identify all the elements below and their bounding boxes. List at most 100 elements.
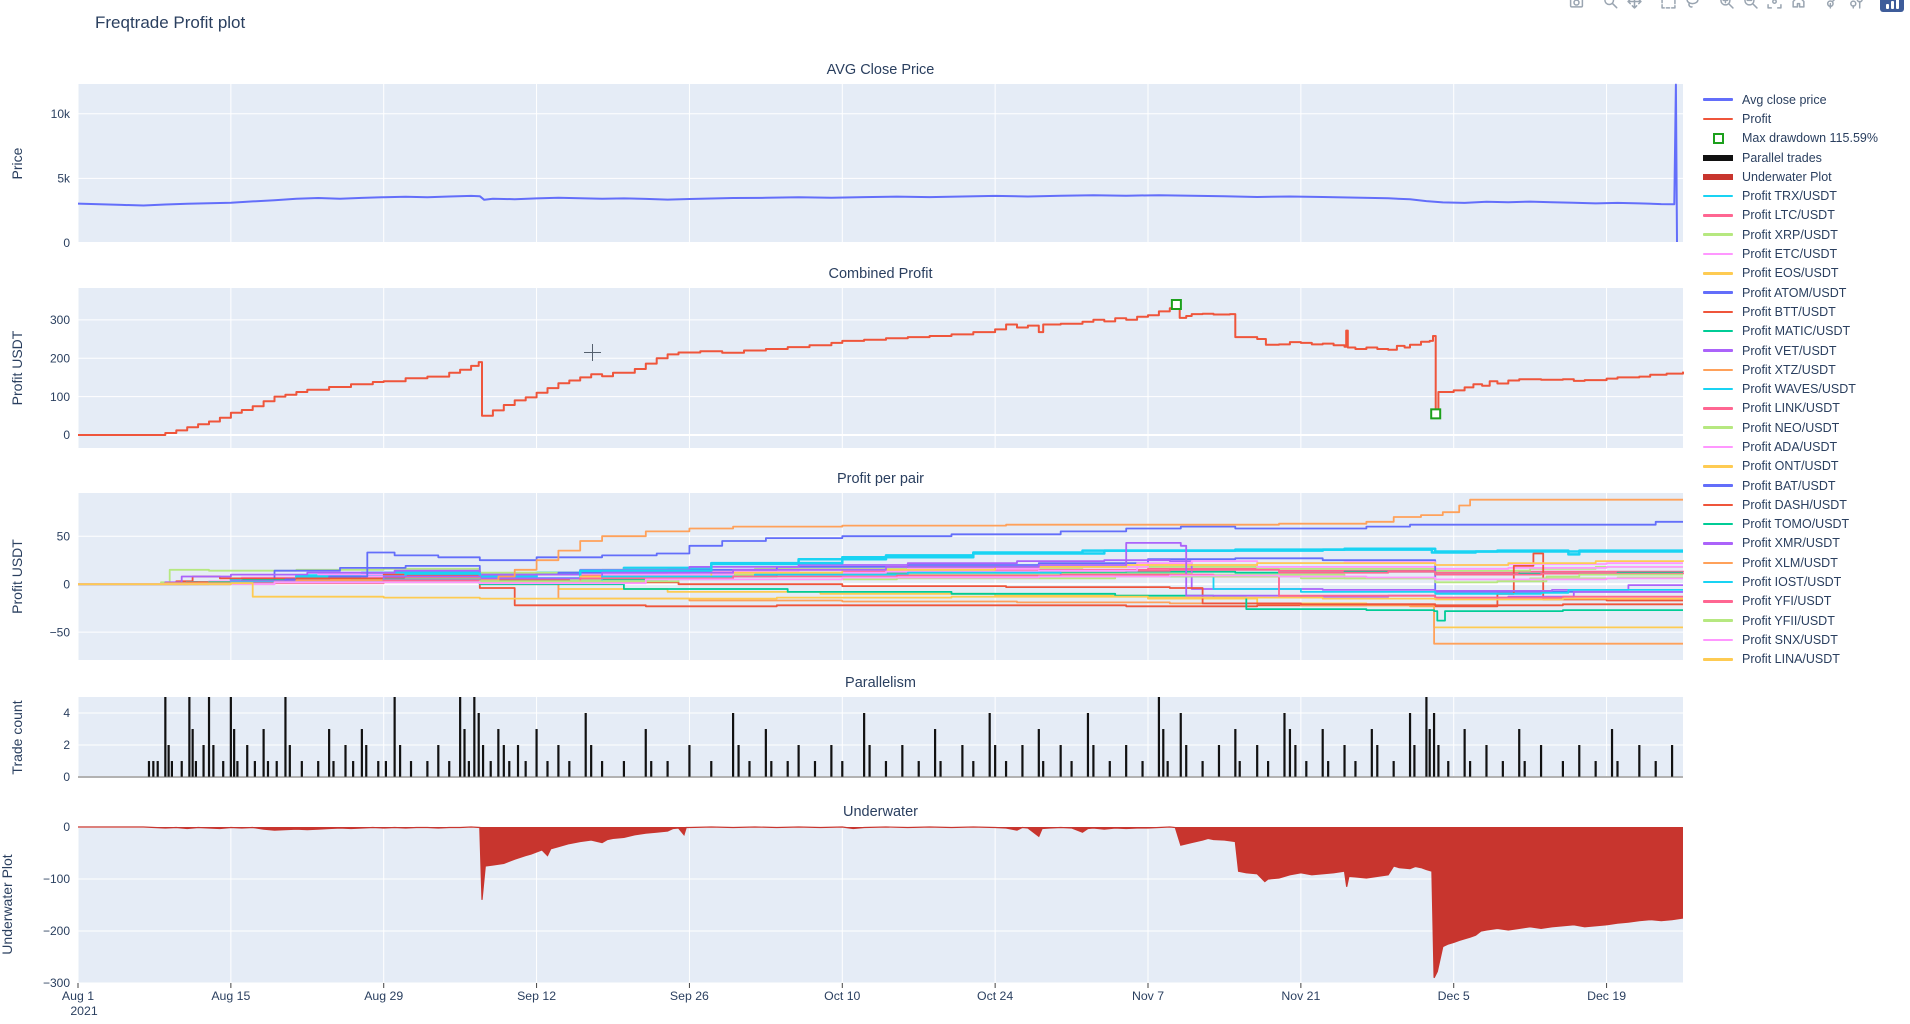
parallel-trades-bar (901, 745, 904, 778)
parallel-trades-bar (1428, 729, 1431, 778)
legend-item[interactable]: Profit TOMO/USDT (1703, 515, 1909, 534)
plot-background[interactable] (78, 288, 1683, 448)
parallel-trades-bar (710, 761, 713, 778)
parallel-trades-bar (1092, 745, 1095, 778)
zoom-in-icon[interactable] (1714, 0, 1738, 12)
legend-item[interactable]: Profit MATIC/USDT (1703, 322, 1909, 341)
plotly-modebar (1554, 0, 1904, 12)
legend-item[interactable]: Underwater Plot (1703, 167, 1909, 186)
reset-axes-icon[interactable] (1786, 0, 1810, 12)
parallel-trades-bar (1288, 729, 1292, 778)
subplot-combined-profit[interactable]: 0 100 200 300 Combined Profit Profit USDT (9, 266, 1684, 448)
plotly-logo-icon[interactable] (1880, 0, 1904, 12)
legend-item-label: Profit XTZ/USDT (1742, 362, 1836, 377)
legend-item-label: Profit MATIC/USDT (1742, 324, 1851, 339)
hover-closest-icon[interactable] (1820, 0, 1844, 12)
legend-item-label: Profit ONT/USDT (1742, 459, 1839, 474)
parallel-trades-bar (275, 761, 278, 778)
legend-item[interactable]: Profit NEO/USDT (1703, 418, 1909, 437)
parallel-trades-bar (868, 745, 871, 778)
legend-item[interactable]: Profit YFI/USDT (1703, 592, 1909, 611)
legend-item-label: Profit XRP/USDT (1742, 227, 1838, 242)
legend-item[interactable]: Profit ADA/USDT (1703, 437, 1909, 456)
camera-icon[interactable] (1564, 0, 1588, 12)
parallel-trades-bar (1294, 745, 1297, 778)
parallel-trades-bar (994, 745, 997, 778)
parallel-trades-bar (797, 745, 800, 778)
legend-item[interactable]: Profit EOS/USDT (1703, 264, 1909, 283)
legend-item[interactable]: Profit XLM/USDT (1703, 553, 1909, 572)
legend-item[interactable]: Profit XRP/USDT (1703, 225, 1909, 244)
legend-item[interactable]: Profit LINA/USDT (1703, 650, 1909, 669)
legend-item[interactable]: Profit YFII/USDT (1703, 611, 1909, 630)
parallel-trades-bar (212, 745, 215, 778)
parallel-trades-bar (1468, 761, 1472, 778)
parallel-trades-bar (473, 697, 476, 778)
parallel-trades-bar (1086, 713, 1090, 778)
parallel-trades-bar (737, 745, 740, 778)
svg-text:2021: 2021 (70, 1004, 98, 1018)
legend-line-swatch (1703, 214, 1733, 217)
parallel-trades-bar (622, 761, 626, 778)
legend-item[interactable]: Profit LINK/USDT (1703, 399, 1909, 418)
legend-item[interactable]: Profit XTZ/USDT (1703, 360, 1909, 379)
parallel-trades-bar (467, 761, 470, 778)
legend-item[interactable]: Profit WAVES/USDT (1703, 379, 1909, 398)
legend-item[interactable]: Profit BAT/USDT (1703, 476, 1909, 495)
legend-item-label: Underwater Plot (1742, 169, 1832, 184)
parallel-trades-bar (463, 729, 466, 778)
pan-icon[interactable] (1622, 0, 1646, 12)
legend-item[interactable]: Profit BTT/USDT (1703, 302, 1909, 321)
parallel-trades-bar (1201, 761, 1204, 778)
parallel-trades-bar (164, 697, 167, 778)
legend-item[interactable]: Profit ATOM/USDT (1703, 283, 1909, 302)
subplot-underwater[interactable]: 0 −100 −200 −300 Underwater Underwater Plot (0, 804, 1684, 990)
subplot-parallelism[interactable]: 0 2 4 Parallelism Trade count (9, 675, 1683, 784)
svg-text:Aug 1: Aug 1 (62, 989, 94, 1003)
box-select-icon[interactable] (1656, 0, 1680, 12)
modebar-group (1656, 0, 1704, 12)
parallel-trades-bar (1413, 745, 1416, 778)
legend-item[interactable]: Profit DASH/USDT (1703, 495, 1909, 514)
parallel-trades-bar (688, 745, 691, 778)
legend-item[interactable]: Max drawdown 115.59% (1703, 129, 1909, 148)
legend-item[interactable]: Profit (1703, 109, 1909, 128)
modebar-group (1564, 0, 1588, 12)
legend-item[interactable]: Profit TRX/USDT (1703, 186, 1909, 205)
legend-item[interactable]: Avg close price (1703, 90, 1909, 109)
legend-item[interactable]: Profit LTC/USDT (1703, 206, 1909, 225)
plot-background[interactable] (78, 84, 1683, 243)
parallel-trades-bar (477, 713, 480, 778)
autoscale-icon[interactable] (1762, 0, 1786, 12)
legend-item[interactable]: Profit ONT/USDT (1703, 457, 1909, 476)
hover-compare-icon[interactable] (1844, 0, 1868, 12)
svg-text:4: 4 (63, 706, 70, 720)
svg-text:Combined Profit: Combined Profit (829, 266, 933, 282)
parallel-trades-bar (1432, 713, 1436, 778)
legend-item[interactable]: Parallel trades (1703, 148, 1909, 167)
zoom-out-icon[interactable] (1738, 0, 1762, 12)
parallel-trades-bar (502, 745, 505, 778)
parallel-trades-bar (1256, 745, 1259, 778)
legend-item[interactable]: Profit XMR/USDT (1703, 534, 1909, 553)
svg-text:10k: 10k (51, 107, 71, 121)
legend-item-label: Profit SNX/USDT (1742, 632, 1838, 647)
legend-line-swatch (1703, 291, 1733, 294)
legend-item[interactable]: Profit ETC/USDT (1703, 244, 1909, 263)
parallel-trades-bar (1670, 745, 1674, 778)
legend-item[interactable]: Profit SNX/USDT (1703, 630, 1909, 649)
legend-line-swatch (1703, 368, 1733, 372)
legend-line-swatch (1703, 465, 1733, 468)
parallel-trades-bar (917, 761, 920, 778)
subplot-avg-close-price[interactable]: 0 5k 10k AVG Close Price Price (9, 62, 1683, 250)
zoom-icon[interactable] (1598, 0, 1622, 12)
subplot-profit-per-pair[interactable]: −50 0 50 Profit per pair Profit USDT (9, 471, 1684, 660)
parallel-trades-bar (393, 697, 396, 778)
legend-item[interactable]: Profit VET/USDT (1703, 341, 1909, 360)
svg-text:2: 2 (63, 738, 70, 752)
legend-item[interactable]: Profit IOST/USDT (1703, 572, 1909, 591)
lasso-select-icon[interactable] (1680, 0, 1704, 12)
trace-profit-lina-usdt (78, 582, 1683, 601)
legend-line-swatch (1703, 426, 1733, 429)
